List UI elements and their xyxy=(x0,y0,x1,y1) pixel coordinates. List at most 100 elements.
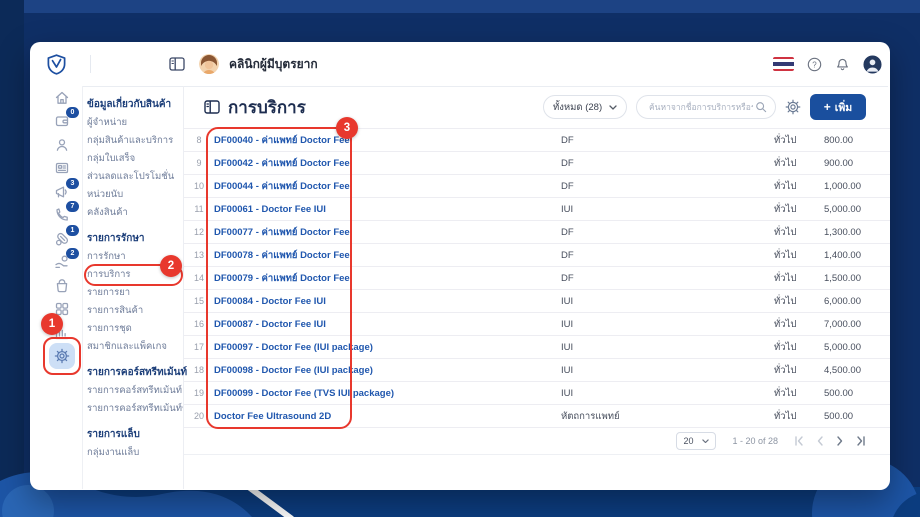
notification-badge: 2 xyxy=(66,248,79,260)
service-name-link[interactable]: DF00078 - ค่าแพทย์ Doctor Fee xyxy=(214,249,350,261)
filter-dropdown[interactable]: ทั้งหมด (28) xyxy=(543,95,627,119)
header-controls: ทั้งหมด (28) xyxy=(543,94,866,120)
rail-item-medication[interactable]: 1 xyxy=(30,224,82,252)
service-name-link[interactable]: Doctor Fee Ultrasound 2D xyxy=(214,410,332,422)
service-category: IUI xyxy=(561,295,574,307)
service-type: ทั่วไป xyxy=(774,134,797,146)
topbar-bottom-border xyxy=(82,86,888,87)
clinic-name: คลินิกผู้มีบุตรยาก xyxy=(229,56,318,71)
rail-item-settings[interactable] xyxy=(30,343,82,370)
rail-item-shopping-bag[interactable] xyxy=(30,274,82,298)
background-left-column xyxy=(0,0,24,517)
service-category: IUI xyxy=(561,341,574,353)
sidebar-section-header: ข้อมูลเกี่ยวกับสินค้า xyxy=(87,99,172,110)
sidebar-item[interactable]: รายการคอร์สทรีทเม้นท์ชุด xyxy=(87,403,183,414)
row-number: 17 xyxy=(193,342,204,352)
service-type: ทั่วไป xyxy=(774,318,797,330)
table-row: 8 DF00040 - ค่าแพทย์ Doctor Fee DF ทั่วไป 80… xyxy=(184,129,890,152)
table-row: 12 DF00077 - ค่าแพทย์ Doctor Fee DF ทั่วไป 1… xyxy=(184,221,890,244)
service-price: 1,000.00 xyxy=(824,180,861,192)
service-name-link[interactable]: DF00097 - Doctor Fee (IUI package) xyxy=(214,341,373,353)
sidebar: ข้อมูลเกี่ยวกับสินค้าผู้จำหน่ายกลุ่มสินค… xyxy=(83,86,187,489)
rail-item-id-card[interactable] xyxy=(30,157,82,181)
table-row: 17 DF00097 - Doctor Fee (IUI package) IUI ท… xyxy=(184,336,890,359)
clinic-avatar[interactable] xyxy=(199,54,219,74)
row-number: 19 xyxy=(193,388,204,398)
sidebar-item[interactable]: การรักษา xyxy=(87,251,126,262)
sidebar-item[interactable]: รายการชุด xyxy=(87,323,132,334)
service-name-link[interactable]: DF00077 - ค่าแพทย์ Doctor Fee xyxy=(214,226,350,238)
notification-badge: 0 xyxy=(66,107,79,119)
service-type: ทั่วไป xyxy=(774,364,797,376)
sidebar-section-2: รายการคอร์สทรีทเม้นท์รายการคอร์สทรีทเม้น… xyxy=(87,364,187,418)
rail-item-reports[interactable] xyxy=(30,321,82,345)
row-number: 16 xyxy=(193,319,204,329)
sidebar-item[interactable]: รายการสินค้า xyxy=(87,305,144,316)
sidebar-item[interactable]: ผู้จำหน่าย xyxy=(87,117,128,128)
service-name-link[interactable]: DF00099 - Doctor Fee (TVS IUI package) xyxy=(214,387,395,399)
rail-item-home[interactable] xyxy=(30,86,82,110)
service-name-link[interactable]: DF00084 - Doctor Fee IUI xyxy=(214,295,326,307)
service-name-link[interactable]: DF00042 - ค่าแพทย์ Doctor Fee xyxy=(214,157,350,169)
service-category: IUI xyxy=(561,318,574,330)
rail-item-phone[interactable]: 7 xyxy=(30,201,82,228)
medication-icon: 1 xyxy=(49,224,79,252)
service-type: ทั่วไป xyxy=(774,410,797,422)
search-input[interactable] xyxy=(647,101,755,113)
phone-icon: 7 xyxy=(49,201,79,228)
first-page-button[interactable] xyxy=(794,436,804,446)
service-price: 5,000.00 xyxy=(824,203,861,215)
sidebar-item[interactable]: กลุ่มใบเสร็จ xyxy=(87,153,136,164)
service-type: ทั่วไป xyxy=(774,203,797,215)
notification-badge: 3 xyxy=(66,177,79,189)
table-settings-button[interactable] xyxy=(785,99,801,115)
row-number: 14 xyxy=(193,273,204,283)
rail-item-payment[interactable]: 2 xyxy=(30,248,82,275)
sidebar-item[interactable]: กลุ่มสินค้าและบริการ xyxy=(87,135,174,146)
page-title: การบริการ xyxy=(228,97,306,117)
search-box xyxy=(636,95,776,119)
apps-icon xyxy=(49,296,75,322)
sidebar-item[interactable]: หน่วยนับ xyxy=(87,189,124,200)
sidebar-item[interactable]: ส่วนลดและโปรโมชั่น xyxy=(87,171,175,182)
sidebar-item[interactable]: รายการยา xyxy=(87,287,131,298)
service-price: 500.00 xyxy=(824,387,854,399)
sidebar-section-3: รายการแล็บ กลุ่มงานแล็บ xyxy=(87,426,183,462)
thai-flag-icon[interactable] xyxy=(773,57,794,71)
rail-item-billing[interactable]: 0 xyxy=(30,107,82,134)
rail-item-announcement[interactable]: 3 xyxy=(30,177,82,204)
service-category: DF xyxy=(561,249,574,261)
page-size-select[interactable]: 20 xyxy=(676,432,717,450)
service-category: หัตถการแพทย์ xyxy=(561,410,620,422)
sidebar-item[interactable]: คลังสินค้า xyxy=(87,207,128,218)
service-type: ทั่วไป xyxy=(774,272,797,284)
brand-logo[interactable] xyxy=(30,53,82,76)
user-avatar[interactable] xyxy=(863,54,882,74)
service-name-link[interactable]: DF00061 - Doctor Fee IUI xyxy=(214,203,326,215)
service-name-link[interactable]: DF00040 - ค่าแพทย์ Doctor Fee xyxy=(214,134,350,146)
service-price: 4,500.00 xyxy=(824,364,861,376)
service-name-link[interactable]: DF00087 - Doctor Fee IUI xyxy=(214,318,326,330)
patients-icon xyxy=(49,132,75,158)
sidebar-item[interactable]: กลุ่มงานแล็บ xyxy=(87,447,140,458)
help-icon[interactable]: ? xyxy=(807,57,822,72)
table-row: 11 DF00061 - Doctor Fee IUI IUI ทั่วไป 5,000… xyxy=(184,198,890,221)
rail-item-apps[interactable] xyxy=(30,298,82,322)
sidebar-item[interactable]: รายการคอร์สทรีทเม้นท์ xyxy=(87,385,183,396)
service-name-link[interactable]: DF00079 - ค่าแพทย์ Doctor Fee xyxy=(214,272,350,284)
service-name-link[interactable]: DF00098 - Doctor Fee (IUI package) xyxy=(214,364,373,376)
last-page-button[interactable] xyxy=(856,436,866,446)
sidebar-item[interactable]: สมาชิกและแพ็คเกจ xyxy=(87,341,167,352)
service-type: ทั่วไป xyxy=(774,295,797,307)
rail-item-patients[interactable] xyxy=(30,133,82,157)
service-price: 800.00 xyxy=(824,134,854,146)
page-size-value: 20 xyxy=(683,436,694,446)
service-name-link[interactable]: DF00044 - ค่าแพทย์ Doctor Fee xyxy=(214,180,350,192)
add-button[interactable]: + เพิ่ม xyxy=(810,94,866,120)
prev-page-button[interactable] xyxy=(816,436,824,446)
next-page-button[interactable] xyxy=(836,436,844,446)
sidebar-item-services-active[interactable]: การบริการ xyxy=(87,269,131,280)
notifications-bell-icon[interactable] xyxy=(835,57,850,72)
pagination-nav xyxy=(794,436,866,446)
sidebar-toggle-button[interactable] xyxy=(169,57,185,71)
